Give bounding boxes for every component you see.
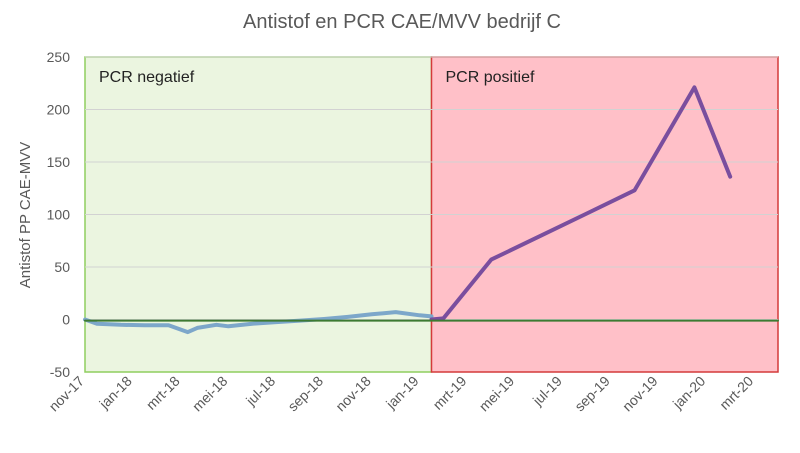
x-tick-label-9: mrt-19: [430, 373, 470, 413]
x-tick-label-15: mrt-20: [716, 373, 756, 413]
series-line-1: [83, 310, 434, 335]
x-tick-label-13: nov-19: [619, 373, 661, 415]
series-line-2: [429, 85, 733, 322]
x-tick-label-14: jan-20: [669, 373, 709, 413]
region-label-1: PCR negatief: [99, 69, 195, 86]
y-axis-label: Antistof PP CAE-MVV: [17, 142, 34, 288]
x-tick-label-12: sep-19: [571, 373, 613, 415]
x-tick-label-11: jul-19: [529, 373, 565, 409]
x-tick-label-6: sep-18: [285, 373, 327, 415]
x-tick-label-4: mei-18: [189, 373, 231, 415]
x-tick-label-10: mei-19: [476, 373, 518, 415]
y-tick-label-5: 150: [47, 154, 71, 170]
y-tick-label-7: 250: [47, 49, 71, 65]
y-tick-label-4: 100: [47, 207, 71, 223]
x-tick-label-5: jul-18: [242, 373, 278, 409]
y-tick-label-2: 0: [62, 312, 70, 328]
chart-title: Antistof en PCR CAE/MVV bedrijf C: [243, 11, 561, 33]
x-tick-label-7: nov-18: [332, 373, 374, 415]
x-tick-label-3: mrt-18: [143, 373, 183, 413]
x-tick-label-2: jan-18: [95, 373, 135, 413]
region-label-2: PCR positief: [446, 69, 535, 86]
y-tick-label-1: -50: [50, 364, 70, 380]
y-tick-label-3: 50: [54, 259, 70, 275]
x-tick-label-8: jan-19: [382, 373, 422, 413]
y-tick-label-6: 200: [47, 102, 71, 118]
